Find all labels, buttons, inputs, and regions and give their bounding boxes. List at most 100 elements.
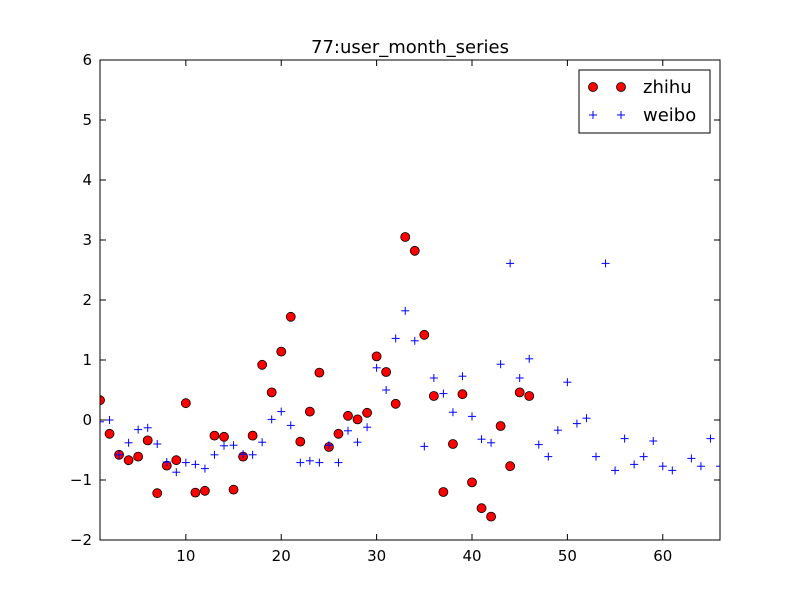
legend: zhihu weibo [578,69,711,134]
point-weibo [248,450,257,459]
point-weibo [458,372,467,381]
point-weibo [563,378,572,387]
point-weibo [258,438,267,447]
point-weibo [468,412,476,421]
y-tick-label: 0 [82,411,92,429]
point-weibo [410,336,419,345]
y-tick-label: 5 [82,111,92,129]
point-zhihu [505,461,516,472]
point-zhihu [333,428,344,439]
point-weibo [105,416,114,424]
point-zhihu [219,431,229,442]
y-tick-label: 6 [82,51,92,69]
point-zhihu [247,430,258,441]
plot-layer [100,232,720,522]
point-weibo [353,438,362,447]
point-weibo [143,423,152,432]
point-weibo [181,458,190,467]
point-weibo [601,259,610,268]
x-tick-label: 20 [272,547,291,565]
point-zhihu [343,410,353,421]
point-weibo [324,441,333,450]
point-zhihu [257,359,268,370]
legend-marker-weibo [589,111,597,119]
point-zhihu [352,414,363,425]
point-weibo [687,454,696,463]
point-weibo [668,466,677,475]
point-zhihu [409,245,420,256]
point-weibo [696,462,705,471]
point-zhihu [304,406,315,417]
point-zhihu [476,503,487,514]
point-weibo [553,426,562,435]
point-weibo [630,460,639,469]
point-weibo [420,442,429,451]
point-weibo [277,407,286,416]
point-weibo [334,458,343,467]
point-weibo [439,389,448,398]
point-weibo [515,374,524,382]
point-zhihu [514,387,525,398]
point-zhihu [142,435,153,446]
series-zhihu [100,232,535,522]
point-zhihu [285,311,296,322]
x-tick-label: 10 [176,547,195,565]
point-weibo [429,374,438,382]
point-weibo [220,441,228,450]
point-weibo [372,363,381,372]
point-zhihu [438,487,449,497]
legend-marker-zhihu [616,82,626,92]
point-weibo [134,425,143,434]
point-weibo [716,462,720,471]
point-weibo [305,456,314,465]
y-tick-label: −2 [70,531,92,549]
point-weibo [487,438,496,447]
point-zhihu [400,232,411,242]
legend-marker-zhihu [588,82,598,92]
point-weibo [506,259,515,268]
point-weibo [153,440,162,448]
point-zhihu [209,430,220,441]
point-zhihu [104,428,115,439]
point-weibo [706,434,715,443]
point-weibo [210,450,219,459]
point-weibo [649,437,658,445]
y-tick-label: −1 [70,471,92,489]
tick-layer: −2 −1 0 1 2 3 4 5 6 10 20 30 40 50 60 [70,51,720,565]
point-weibo [172,468,181,477]
legend-marker-weibo [617,111,625,119]
point-zhihu [276,346,287,357]
point-zhihu [371,351,382,362]
point-zhihu [486,511,496,522]
chart-title: 77:user_month_series [311,37,509,58]
x-tick-label: 50 [558,547,577,565]
x-tick-label: 40 [462,547,481,565]
point-weibo [296,458,305,467]
point-weibo [658,462,667,471]
y-tick-label: 4 [82,171,92,189]
point-zhihu [314,367,325,378]
point-weibo [639,452,648,461]
point-weibo [391,334,400,343]
point-weibo [115,450,124,459]
point-zhihu [171,455,182,466]
point-weibo [229,441,238,450]
point-zhihu [390,398,401,409]
point-zhihu [362,407,372,418]
point-weibo [344,426,352,435]
point-zhihu [200,485,210,496]
point-weibo [315,458,324,467]
point-weibo [477,435,486,444]
point-weibo [611,466,620,475]
point-weibo [544,452,553,461]
point-weibo [572,419,581,428]
point-zhihu [100,395,105,406]
point-weibo [382,386,391,394]
point-zhihu [123,455,134,466]
point-zhihu [495,421,506,431]
point-zhihu [457,389,468,400]
point-weibo [191,460,200,469]
point-weibo [496,360,505,369]
legend-label-zhihu: zhihu [643,77,692,98]
